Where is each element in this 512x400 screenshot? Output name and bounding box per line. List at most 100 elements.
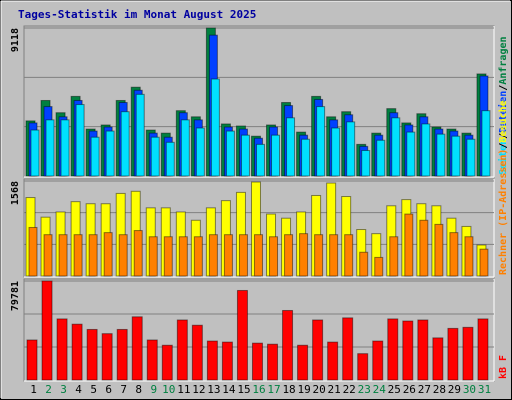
bar [447,327,459,381]
bar [329,234,339,277]
bar [269,236,279,277]
bar [120,111,130,177]
x-tick-label: 3 [60,383,67,396]
bar [374,256,384,277]
legend: kB F [498,355,509,379]
bar [286,117,296,177]
x-tick-label: 24 [373,383,387,396]
legend-separator: / [498,85,509,91]
bar [357,353,369,381]
bar [314,234,324,277]
bar [118,234,128,277]
bar [255,143,265,177]
bar [163,236,173,277]
bar [191,324,203,381]
x-tick-label: 31 [478,383,491,396]
bar [344,234,354,277]
bar [464,236,474,277]
bar [342,317,354,381]
x-tick-label: 1 [30,383,37,396]
bar [150,136,160,177]
legend-entry: Anfragen [498,36,509,84]
x-tick-label: 23 [358,383,371,396]
bar [346,121,356,177]
legend-separator: / [498,133,509,139]
bar [301,138,311,177]
bar [208,234,218,277]
bar [312,319,324,381]
bar [43,234,53,277]
x-tick-label: 30 [463,383,476,396]
x-tick-label: 18 [282,383,295,396]
bar [434,223,444,277]
bar [372,340,384,381]
x-tick-label: 26 [403,383,416,396]
x-tick-label: 20 [313,383,326,396]
bar [479,248,489,277]
bar [236,289,248,381]
legend: Seiten/Dateien/Anfragen [497,36,509,175]
bar [103,232,113,277]
bar [165,141,175,177]
bar [45,119,55,177]
chart-title: Tages-Statistik im Monat August 2025 [18,8,256,21]
legend-entry: Seiten [497,139,509,175]
bar [451,135,461,177]
x-tick-label: 4 [75,383,82,396]
x-tick-label: 22 [343,383,356,396]
bar [148,236,158,277]
bar [284,234,294,277]
bar [419,219,429,277]
bar [101,333,113,381]
bar [477,318,489,381]
x-tick-label: 19 [297,383,310,396]
legend-entry: Besuche [498,100,509,142]
x-tick-label: 15 [237,383,250,396]
bar [376,139,386,177]
bar [178,236,188,277]
bar [193,236,203,277]
bar [361,149,371,177]
bar [28,226,38,277]
bar [387,318,399,381]
x-tick-label: 14 [222,383,236,396]
bar [225,130,235,177]
bar [131,316,143,381]
bar [135,93,145,177]
bar [206,340,218,381]
bar [30,129,40,177]
x-tick-label: 8 [135,383,142,396]
legend-separator: / [498,143,509,149]
x-tick-label: 28 [433,383,446,396]
x-tick-label: 12 [192,383,205,396]
bar [116,328,128,381]
bar [299,233,309,277]
bar [466,138,476,177]
bar [406,131,416,177]
x-tick-label: 10 [162,383,175,396]
bar [223,234,233,277]
bar [195,127,205,177]
bar [210,78,220,177]
legend: Rechner (IP-Adressen)/Besuche [498,100,509,275]
bar [316,106,326,177]
bar [88,234,98,277]
bar [146,339,158,381]
legend-entry: Rechner (IP-Adressen) [498,149,509,275]
x-tick-label: 11 [177,383,190,396]
x-tick-label: 16 [252,383,265,396]
bar [331,127,341,177]
bar [462,326,474,381]
bar [86,328,98,381]
bar [238,234,248,277]
bar [251,342,263,381]
x-tick-label: 25 [388,383,401,396]
bar [271,134,281,177]
bar [105,130,115,177]
bar [389,236,399,277]
bar [391,117,401,177]
bar [327,341,339,381]
bar [417,319,429,381]
x-tick-label: 6 [105,383,112,396]
x-tick-label: 13 [207,383,220,396]
